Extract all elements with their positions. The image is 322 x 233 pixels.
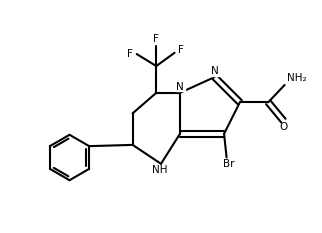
Text: N: N [176, 82, 184, 92]
Text: O: O [280, 122, 288, 132]
Text: F: F [128, 49, 133, 59]
Text: N: N [211, 66, 219, 76]
Text: Br: Br [223, 159, 235, 169]
Text: NH₂: NH₂ [287, 73, 307, 83]
Bar [152, 166, 166, 175]
Bar [175, 83, 185, 91]
Text: NH: NH [152, 165, 167, 175]
Text: F: F [178, 45, 184, 55]
Bar [210, 67, 219, 75]
Text: F: F [153, 34, 159, 44]
